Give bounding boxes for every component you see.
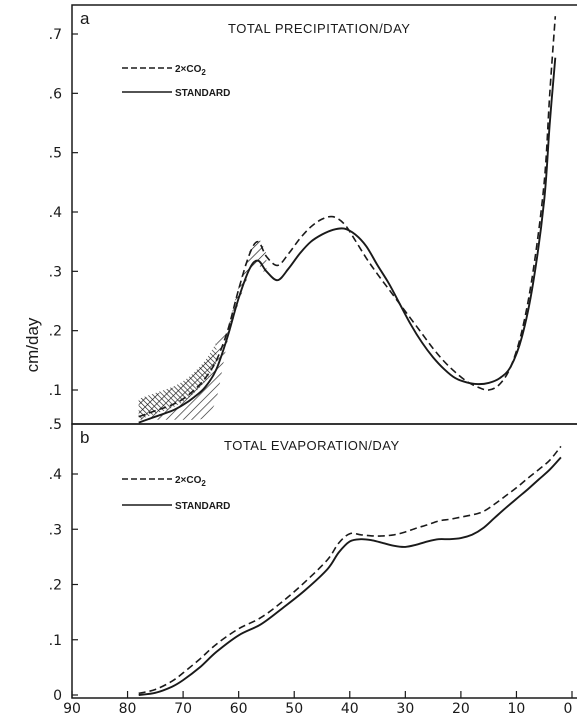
panel-b-ticks: 0 .1 .2 .3 .4 (49, 467, 78, 704)
legend-b-label-standard: STANDARD (175, 501, 230, 512)
panel-b-ytick-label: .2 (49, 578, 62, 594)
panel-b-legend: 2×CO2 STANDARD (122, 475, 230, 512)
x-tick-label: 60 (230, 701, 248, 715)
legend-a-label-2xco2: 2×CO2 (175, 64, 206, 77)
panel-b-series-standard-line (138, 456, 562, 696)
panel-a-ytick-label: .5 (49, 146, 62, 162)
panel-a-series-2xco2-line (138, 16, 557, 418)
panel-a-ticks: .5 .1 .2 .3 .4 .5 .6 .7 (49, 27, 78, 433)
x-tick-label: 20 (452, 701, 470, 715)
panel-b-title: TOTAL EVAPORATION/DAY (224, 438, 400, 453)
panel-a-ytick-label: .1 (49, 383, 62, 399)
legend-b-2xco2-sub: 2 (201, 479, 206, 488)
panel-b-frame (71, 423, 577, 699)
panel-a-ytick-label: .3 (49, 264, 62, 280)
panel-a-plot (138, 16, 557, 424)
y-axis-label: cm/day (23, 317, 42, 372)
panel-b-ytick-label: .4 (49, 467, 62, 483)
panel-b-series-2xco2-line (138, 445, 562, 695)
x-tick-label: 50 (285, 701, 303, 715)
x-tick-label: 0 (564, 701, 573, 715)
x-tick-label: 10 (508, 701, 526, 715)
uncertainty-band (138, 238, 267, 420)
panel-a-ytick-label: .6 (49, 86, 62, 102)
panel-a-legend: 2×CO2 STANDARD (122, 64, 230, 99)
x-tick-label: 40 (341, 701, 359, 715)
panel-b: b TOTAL EVAPORATION/DAY 2×CO2 STANDARD 0… (49, 423, 577, 715)
legend-a-2xco2-sub: 2 (201, 68, 206, 77)
legend-b-label-2xco2: 2×CO2 (175, 475, 206, 488)
panel-b-ytick-label: .3 (49, 522, 62, 538)
panel-a-series-standard-line (138, 57, 557, 424)
panel-a-ytick-label: .7 (49, 27, 62, 43)
panel-a-series (138, 16, 557, 424)
panel-a-title: TOTAL PRECIPITATION/DAY (228, 21, 410, 36)
panel-b-ytick-label: .1 (49, 633, 62, 649)
panel-a-letter: a (80, 9, 90, 28)
panel-b-ytick-label: 0 (53, 688, 62, 704)
panel-a: a TOTAL PRECIPITATION/DAY 2×CO2 STANDARD… (49, 4, 577, 433)
legend-b-2xco2-main: 2×CO (175, 475, 202, 486)
legend-a-label-standard: STANDARD (175, 88, 230, 99)
x-tick-label: 30 (396, 701, 414, 715)
panel-a-frame (71, 4, 577, 425)
panel-b-letter: b (80, 428, 89, 447)
legend-a-2xco2-main: 2×CO (175, 64, 202, 75)
x-tick-label: 90 (63, 701, 81, 715)
panel-a-ytick-label: .5 (49, 417, 62, 433)
panel-b-plot (138, 445, 562, 696)
panel-a-ytick-label: .2 (49, 324, 62, 340)
panel-b-series (138, 445, 562, 696)
panel-a-ytick-label: .4 (49, 205, 62, 221)
x-tick-label: 80 (119, 701, 137, 715)
x-axis-ticks: 90 80 70 60 50 40 30 20 10 0 (63, 691, 573, 715)
x-tick-label: 70 (174, 701, 192, 715)
